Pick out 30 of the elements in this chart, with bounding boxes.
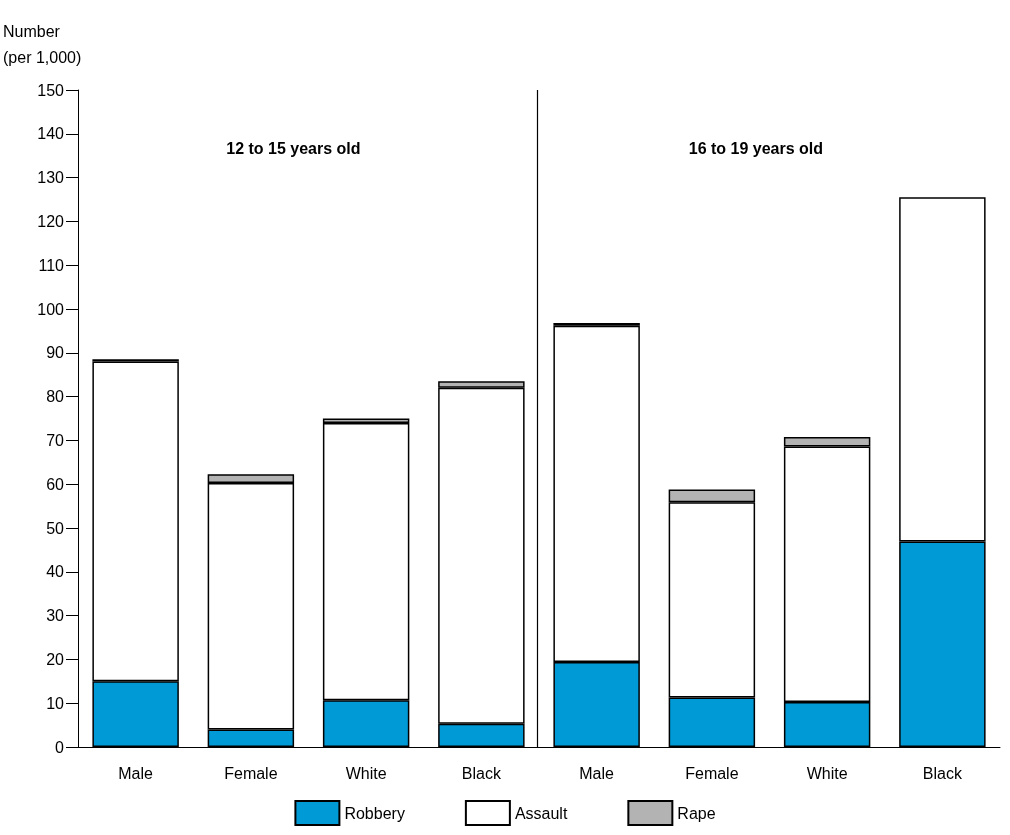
annotation: 16 to 19 years old: [688, 139, 824, 157]
y-tick-label: 100: [37, 300, 65, 318]
x-tick-label: Female: [224, 764, 278, 782]
legend-label: Rape: [677, 804, 716, 822]
legend-label: Robbery: [344, 804, 405, 822]
y-axis-title: Number (per 1,000): [3, 22, 82, 66]
x-tick-label: Black: [461, 764, 502, 782]
y-tick-label: 20: [46, 650, 65, 668]
y-tick-label: 110: [38, 256, 65, 274]
annotation: 12 to 15 years old: [226, 139, 361, 157]
y-tick-label: 80: [46, 388, 65, 406]
y-tick-label: 30: [46, 607, 65, 625]
x-tick-label: White: [345, 764, 387, 782]
x-tick-label: Female: [685, 764, 739, 782]
y-tick-label: 70: [46, 431, 65, 449]
y-tick-label: 60: [46, 475, 65, 493]
x-tick-label: Male: [579, 764, 615, 782]
y-tick-label: 90: [46, 344, 65, 362]
y-tick-label: 10: [46, 694, 65, 712]
y-tick-label: 120: [37, 212, 65, 230]
x-tick-label: Black: [922, 764, 963, 782]
y-tick-label: 40: [46, 563, 65, 581]
y-tick-label: 150: [37, 81, 65, 99]
y-tick-label: 140: [37, 125, 65, 143]
legend-label: Assault: [514, 804, 568, 822]
x-tick-label: Male: [118, 764, 154, 782]
x-tick-label: White: [806, 764, 848, 782]
y-tick-label: 0: [55, 738, 65, 756]
y-tick-label: 130: [37, 169, 65, 187]
y-tick-label: 50: [46, 519, 65, 537]
